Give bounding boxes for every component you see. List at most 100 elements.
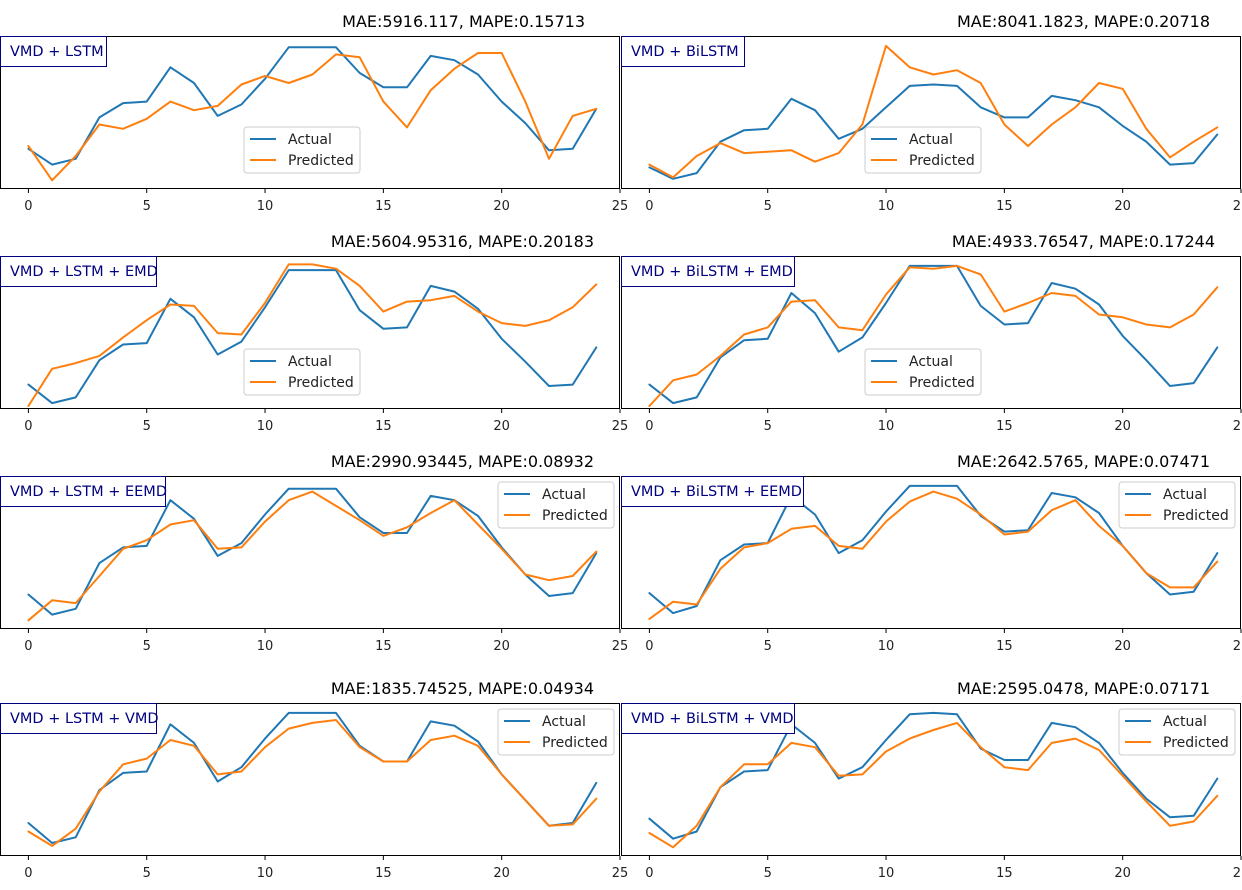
legend: Actual Predicted — [1118, 481, 1236, 529]
model-label: VMD + BiLSTM — [631, 44, 739, 60]
model-label: VMD + BiLSTM + VMD — [631, 711, 794, 727]
x-tick-label: 15 — [996, 419, 1013, 434]
model-label-box — [621, 476, 804, 507]
legend-label: Predicted — [909, 153, 975, 169]
x-tick-label: 25 — [1233, 199, 1242, 214]
subplot-6: 0 5 10 15 20 25 MAE:2642.5765, MAPE:0.07471 VMD… — [621, 452, 1242, 654]
x-tick-label: 20 — [493, 866, 510, 881]
legend: Actual Predicted — [497, 481, 615, 529]
x-tick-label: 20 — [1114, 199, 1131, 214]
x-tick-label: 0 — [645, 199, 653, 214]
x-tick-label: 10 — [878, 199, 895, 214]
x-tick-label: 5 — [143, 199, 151, 214]
series-line-predicted — [648, 44, 1219, 179]
legend: Actual Predicted — [1118, 708, 1236, 756]
x-tick-label: 10 — [878, 419, 895, 434]
model-label: VMD + BiLSTM + EMD — [631, 264, 793, 280]
subplot-title: MAE:2595.0478, MAPE:0.07171 — [957, 679, 1210, 698]
legend-label: Actual — [288, 354, 332, 370]
x-tick-label: 20 — [493, 639, 510, 654]
legend-label: Actual — [909, 132, 953, 148]
series-line-actual — [648, 83, 1219, 180]
model-label-box — [0, 36, 107, 67]
legend-label: Actual — [1163, 487, 1207, 503]
model-label: VMD + LSTM + VMD — [10, 711, 159, 727]
model-label: VMD + BiLSTM + EEMD — [631, 484, 802, 500]
model-label: VMD + LSTM + EEMD — [10, 484, 167, 500]
series-line-predicted — [648, 490, 1219, 620]
model-label-box — [0, 256, 157, 287]
x-tick-label: 25 — [1233, 419, 1242, 434]
x-tick-label: 5 — [143, 419, 151, 434]
subplot-title: MAE:5916.117, MAPE:0.15713 — [342, 12, 585, 31]
legend-label: Actual — [909, 354, 953, 370]
legend-label: Predicted — [909, 375, 975, 391]
x-tick-label: 5 — [764, 639, 772, 654]
x-tick-label: 15 — [375, 199, 392, 214]
series-line-predicted — [27, 52, 598, 182]
series-line-actual — [648, 264, 1219, 405]
legend-label: Actual — [288, 132, 332, 148]
legend: Actual Predicted — [497, 708, 615, 756]
legend: Actual Predicted — [864, 126, 982, 174]
legend: Actual Predicted — [243, 126, 361, 174]
legend: Actual Predicted — [243, 348, 361, 396]
legend-label: Actual — [542, 487, 586, 503]
subplot-5: 0 5 10 15 20 25 MAE:2990.93445, MAPE:0.08932 VM… — [0, 452, 629, 654]
x-tick-label: 15 — [375, 639, 392, 654]
subplot-title: MAE:2642.5765, MAPE:0.07471 — [957, 452, 1210, 471]
x-tick-label: 5 — [143, 866, 151, 881]
model-label-box — [621, 703, 795, 734]
x-tick-label: 10 — [878, 866, 895, 881]
legend-label: Predicted — [288, 375, 354, 391]
x-tick-label: 20 — [1114, 419, 1131, 434]
subplot-4: 0 5 10 15 20 25 MAE:4933.76547, MAPE:0.17244 VM… — [621, 232, 1242, 434]
subplot-7: 0 5 10 15 20 25 MAE:1835.74525, MAPE:0.04934 VM… — [0, 679, 629, 881]
x-tick-label: 0 — [24, 419, 32, 434]
x-tick-label: 5 — [764, 866, 772, 881]
subplot-3: 0 5 10 15 20 25 MAE:5604.95316, MAPE:0.20183 VM… — [0, 232, 628, 434]
x-tick-label: 10 — [257, 639, 274, 654]
x-tick-label: 0 — [24, 639, 32, 654]
legend-label: Predicted — [1163, 508, 1229, 524]
subplot-title: MAE:1835.74525, MAPE:0.04934 — [331, 679, 594, 698]
x-tick-label: 15 — [375, 866, 392, 881]
model-label: VMD + LSTM + EMD — [10, 264, 158, 280]
x-tick-label: 20 — [1114, 639, 1131, 654]
subplot-title: MAE:4933.76547, MAPE:0.17244 — [952, 232, 1215, 251]
x-tick-label: 15 — [375, 419, 392, 434]
x-tick-label: 25 — [1233, 866, 1242, 881]
series-line-predicted — [27, 263, 598, 407]
x-tick-label: 10 — [257, 419, 274, 434]
x-tick-label: 5 — [764, 199, 772, 214]
x-tick-label: 0 — [645, 866, 653, 881]
model-label-box — [621, 256, 795, 287]
x-tick-label: 5 — [764, 419, 772, 434]
subplot-title: MAE:8041.1823, MAPE:0.20718 — [957, 12, 1210, 31]
x-tick-label: 0 — [24, 199, 32, 214]
x-tick-label: 5 — [143, 639, 151, 654]
legend-label: Predicted — [542, 735, 608, 751]
subplot-2: 0 5 10 15 20 25 MAE:8041.1823, MAPE:0.20718 VMD… — [621, 12, 1242, 214]
x-tick-label: 15 — [996, 199, 1013, 214]
x-tick-label: 10 — [257, 199, 274, 214]
x-tick-label: 25 — [612, 199, 629, 214]
x-tick-label: 20 — [1114, 866, 1131, 881]
legend-label: Predicted — [288, 153, 354, 169]
legend-label: Actual — [1163, 714, 1207, 730]
x-tick-label: 10 — [878, 639, 895, 654]
x-tick-label: 25 — [612, 639, 629, 654]
subplot-title: MAE:5604.95316, MAPE:0.20183 — [331, 232, 594, 251]
series-line-predicted — [27, 719, 598, 847]
legend-label: Predicted — [1163, 735, 1229, 751]
series-line-predicted — [648, 721, 1219, 849]
subplot-1: 0 5 10 15 20 25 MAE:5916.117, MAPE:0.15713 VMD … — [0, 12, 629, 214]
model-label-box — [0, 476, 166, 507]
series-line-predicted — [27, 490, 598, 622]
x-tick-label: 0 — [24, 866, 32, 881]
x-tick-label: 0 — [645, 639, 653, 654]
x-tick-label: 25 — [1233, 639, 1242, 654]
x-tick-label: 25 — [612, 866, 629, 881]
subplot-8: 0 5 10 15 20 25 MAE:2595.0478, MAPE:0.07171 VMD… — [621, 679, 1242, 881]
